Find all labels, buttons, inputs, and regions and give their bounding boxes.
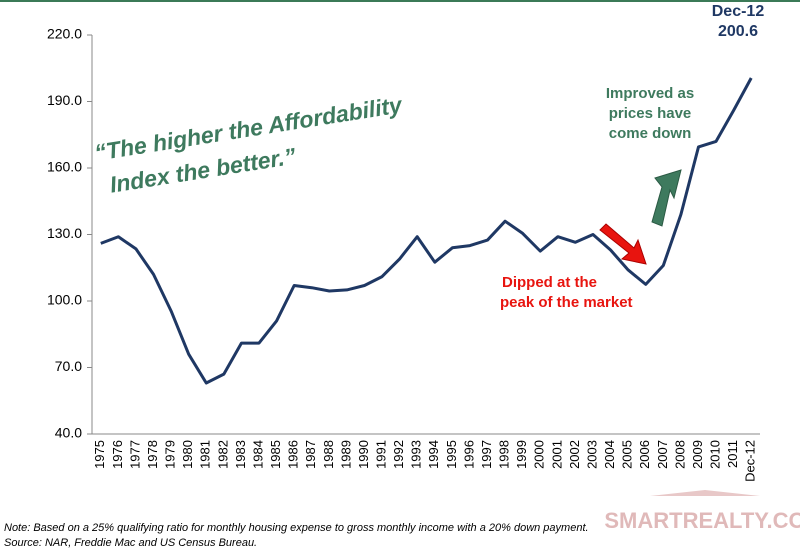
- x-tick-label: 1989: [338, 440, 353, 469]
- x-tick-label: 1988: [321, 440, 336, 469]
- x-tick-label: 2005: [620, 440, 635, 469]
- down-arrow: [599, 223, 647, 265]
- annotation-up: Improved as: [606, 85, 694, 102]
- x-tick-label: 2008: [672, 440, 687, 469]
- up-arrow: [651, 169, 682, 227]
- x-tick-label: 1996: [461, 440, 476, 469]
- x-tick-label: 2002: [567, 440, 582, 469]
- annotation-up: come down: [609, 125, 692, 142]
- x-tick-label: 2003: [584, 440, 599, 469]
- end-value: 200.6: [718, 23, 758, 40]
- x-tick-label: 1997: [479, 440, 494, 469]
- x-tick-label: 1982: [215, 440, 230, 469]
- x-tick-label: 2010: [707, 440, 722, 469]
- x-tick-label: 1977: [127, 440, 142, 469]
- x-tick-label: 1987: [303, 440, 318, 469]
- y-tick-label: 70.0: [55, 358, 82, 374]
- x-tick-label: 1990: [356, 440, 371, 469]
- y-tick-label: 190.0: [47, 92, 82, 108]
- annotation-down: Dipped at the: [502, 274, 597, 291]
- x-tick-label: 1998: [497, 440, 512, 469]
- x-tick-label: 2004: [602, 440, 617, 469]
- watermark: SMARTREALTY.CO: [604, 508, 800, 533]
- x-tick-label: Dec-12: [743, 440, 758, 482]
- x-tick-label: 1983: [233, 440, 248, 469]
- x-tick-label: 1992: [391, 440, 406, 469]
- x-tick-label: 1975: [92, 440, 107, 469]
- watermark-roof: [650, 490, 760, 496]
- x-tick-label: 1980: [180, 440, 195, 469]
- x-tick-label: 2006: [637, 440, 652, 469]
- annotation-up: prices have: [609, 105, 692, 122]
- y-tick-label: 160.0: [47, 159, 82, 175]
- y-tick-label: 130.0: [47, 225, 82, 241]
- x-tick-label: 1993: [409, 440, 424, 469]
- x-tick-label: 1976: [110, 440, 125, 469]
- x-tick-label: 1986: [286, 440, 301, 469]
- x-tick-label: 1999: [514, 440, 529, 469]
- end-category: Dec-12: [712, 3, 765, 20]
- note: Source: NAR, Freddie Mac and US Census B…: [4, 537, 257, 549]
- x-tick-label: 2001: [549, 440, 564, 469]
- x-tick-label: 1985: [268, 440, 283, 469]
- x-tick-label: 1979: [163, 440, 178, 469]
- x-tick-label: 1995: [444, 440, 459, 469]
- x-tick-label: 2007: [655, 440, 670, 469]
- y-tick-label: 40.0: [55, 425, 82, 441]
- y-tick-label: 100.0: [47, 292, 82, 308]
- x-tick-label: 1984: [250, 440, 265, 469]
- y-tick-label: 220.0: [47, 26, 82, 42]
- x-tick-label: 1978: [145, 440, 160, 469]
- x-tick-label: 1991: [373, 440, 388, 469]
- x-tick-label: 2009: [690, 440, 705, 469]
- x-tick-label: 1994: [426, 440, 441, 469]
- note: Note: Based on a 25% qualifying ratio fo…: [4, 522, 589, 534]
- line-series: [100, 77, 753, 385]
- annotation-down: peak of the market: [500, 294, 633, 311]
- x-tick-label: 1981: [198, 440, 213, 469]
- x-tick-label: 2011: [725, 440, 740, 468]
- x-tick-label: 2000: [532, 440, 547, 469]
